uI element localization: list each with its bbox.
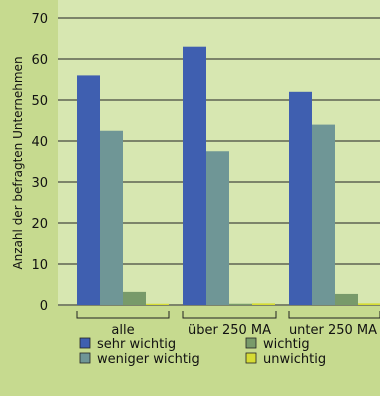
bar — [252, 303, 275, 305]
y-tick-label: 70 — [31, 12, 48, 27]
y-tick-label: 60 — [31, 53, 48, 68]
bar — [289, 91, 312, 305]
bar — [146, 303, 169, 305]
legend: sehr wichtig wichtig weniger wichtig unwich… — [79, 337, 326, 367]
y-tick-labels: 0 10 20 30 40 50 60 70 — [31, 12, 48, 314]
bar — [123, 291, 146, 305]
legend-label: weniger wichtig — [97, 352, 200, 367]
category-label: alle — [111, 323, 134, 338]
category-bracket — [288, 311, 380, 319]
bar — [229, 303, 252, 305]
bar — [206, 151, 229, 305]
y-tick-label: 0 — [40, 299, 48, 314]
category-brackets — [76, 311, 380, 319]
bar — [183, 46, 206, 305]
y-tick-label: 20 — [31, 217, 48, 232]
legend-label: sehr wichtig — [97, 337, 176, 352]
bars — [77, 46, 380, 306]
bar — [358, 303, 380, 305]
category-bracket — [182, 311, 277, 319]
legend-swatch — [79, 352, 91, 364]
category-bracket — [76, 311, 170, 319]
bar — [100, 130, 123, 305]
y-tick-label: 50 — [31, 94, 48, 109]
legend-label: wichtig — [263, 337, 310, 352]
category-label: über 250 MA — [188, 323, 271, 338]
legend-swatch — [79, 337, 91, 349]
y-tick-label: 30 — [31, 176, 48, 191]
category-label: unter 250 MA — [289, 323, 377, 338]
legend-label: unwichtig — [263, 352, 326, 367]
legend-swatch — [245, 337, 257, 349]
category-labels: alle über 250 MA unter 250 MA — [111, 323, 377, 338]
y-tick-label: 10 — [31, 258, 48, 273]
y-axis-label: Anzahl der befragten Unternehmen — [11, 56, 25, 269]
bar — [77, 75, 100, 306]
bar — [312, 124, 335, 305]
legend-swatch — [245, 352, 257, 364]
bar — [335, 293, 358, 305]
y-tick-label: 40 — [31, 135, 48, 150]
